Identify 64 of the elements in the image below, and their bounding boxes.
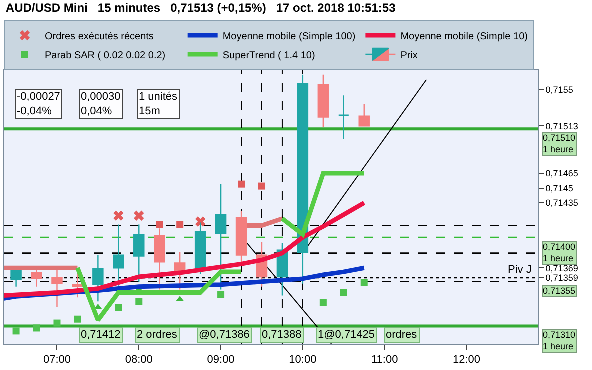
point xyxy=(114,210,124,221)
candlestick xyxy=(10,269,22,288)
point xyxy=(156,221,164,228)
y-tick-label: 0,71465 xyxy=(546,168,578,179)
point xyxy=(33,324,40,332)
point xyxy=(12,328,20,335)
y-tick-label: 0,7145 xyxy=(546,183,574,194)
ref-line-label: 0,71355 xyxy=(543,286,576,296)
y-tick-label: 0,71435 xyxy=(546,198,578,208)
point xyxy=(258,182,266,190)
x-tick-label: 09:00 xyxy=(207,354,235,366)
x-tick-label: 11:00 xyxy=(371,354,398,366)
candlestick xyxy=(92,254,104,302)
y-tick-label: 0,71369 xyxy=(546,263,578,274)
line-series xyxy=(4,200,367,298)
annotation: -0,00027 -0,04% xyxy=(17,91,60,118)
annotation: 2 ordres xyxy=(137,329,178,341)
y-tick-label: 0,71359 xyxy=(546,273,578,284)
annotation: 0,00030 0,04% xyxy=(81,91,121,118)
legend-label: Moyenne mobile (Simple 100) xyxy=(222,31,356,42)
candlestick xyxy=(154,228,166,290)
point xyxy=(54,320,61,327)
legend-label: Prix xyxy=(400,50,418,62)
point xyxy=(115,304,122,312)
point xyxy=(218,291,225,298)
legend-label: Moyenne mobile (Simple 10) xyxy=(400,31,528,42)
candlestick xyxy=(72,268,84,298)
candlestick xyxy=(215,184,227,290)
point xyxy=(195,216,206,227)
annotation: 1@0,71425 xyxy=(318,329,376,341)
candlestick xyxy=(358,104,370,127)
x-tick-label: 10:00 xyxy=(289,354,317,366)
point xyxy=(360,279,368,286)
legend-label: Parab SAR ( 0.02 0.02 0.2) xyxy=(45,50,166,62)
annotation: @0,71386 xyxy=(199,329,250,341)
point xyxy=(176,221,184,228)
candlestick xyxy=(31,269,42,288)
point xyxy=(134,210,144,221)
candlestick xyxy=(113,224,124,286)
y-tick-label: 0,71513 xyxy=(546,121,578,132)
candlestick xyxy=(134,224,145,283)
x-tick-label: 12:00 xyxy=(452,354,481,366)
point xyxy=(238,180,246,188)
ref-line-label: 0,71400 1 heure xyxy=(543,242,576,264)
y-tick-label: 0,7155 xyxy=(546,84,574,95)
ref-line-label: 0,71510 1 heure xyxy=(543,133,576,155)
candlestick xyxy=(338,95,350,140)
legend-label: SuperTrend ( 1.4 10) xyxy=(222,50,316,62)
point xyxy=(340,289,348,296)
x-tick-label: 08:00 xyxy=(125,354,153,366)
legend-label: Ordres exécutés récents xyxy=(45,31,154,42)
annotation: 1 unités 15m xyxy=(139,91,178,118)
ref-line-label: Piv J xyxy=(508,264,532,276)
chart-title: AUD/USD Mini 15 minutes 0,71513 (+0,15%) 17 oct. 2018 10:51:53 xyxy=(6,1,396,16)
point xyxy=(74,316,82,323)
candlestick xyxy=(52,269,63,308)
ref-line-label: 0,71310 1 heure xyxy=(543,330,576,352)
candlestick xyxy=(318,74,330,128)
annotation: 0,71412 xyxy=(81,329,121,341)
point xyxy=(136,298,143,306)
annotation: 0,71388 xyxy=(262,329,302,341)
x-tick-label: 07:00 xyxy=(43,354,72,366)
annotation: ordres xyxy=(386,329,418,341)
point xyxy=(320,299,327,306)
